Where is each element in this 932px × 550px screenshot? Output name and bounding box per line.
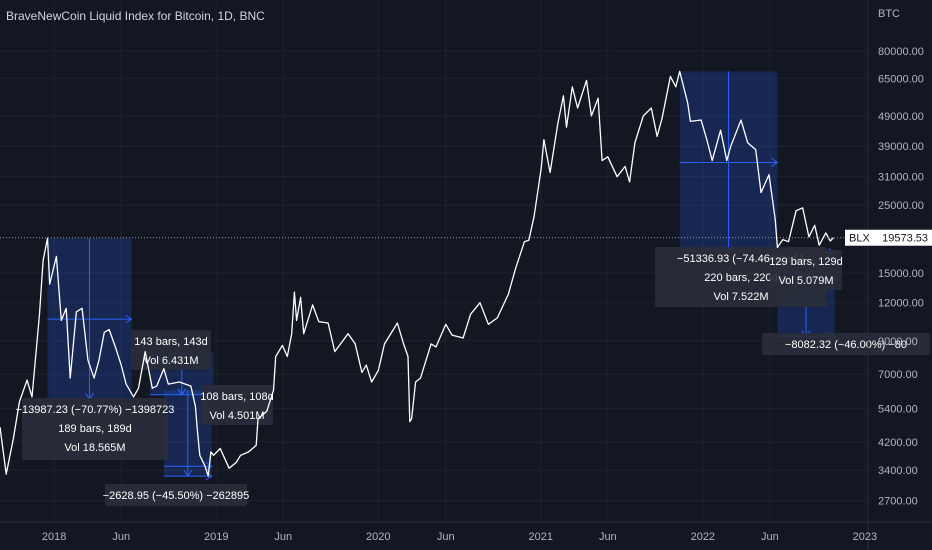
x-tick-label: Jun [437,531,455,543]
measure-right-arrow [205,461,213,471]
measure-label-text: −8082.32 (−46.00%) −80 [785,339,907,351]
measure-label-text: −2628.95 (−45.50%) −262895 [103,490,250,502]
measure-label-text: Vol 4.501M [209,410,264,422]
y-tick-label: 49000.00 [878,111,924,123]
x-tick-label: 2018 [42,531,66,543]
y-tick-label: 25000.00 [878,200,924,212]
measure-label-box [131,330,211,370]
y-tick-label: 5400.00 [878,404,918,416]
x-tick-label: 2019 [204,531,228,543]
chart-title: BraveNewCoin Liquid Index for Bitcoin, 1… [6,9,265,23]
measure-right-arrow [125,314,133,324]
measure-label-box [762,333,930,355]
y-tick-label: 12000.00 [878,298,924,310]
x-tick-label: Jun [274,531,292,543]
measure-label-box [201,385,273,425]
measure-label-text: 108 bars, 108d [200,391,273,403]
measure-label-box [770,250,842,290]
y-tick-label: 80000.00 [878,46,924,58]
measure-label-text: −13987.23 (−70.77%) −1398723 [16,404,175,416]
measure-label-box [22,398,168,460]
measure-label-text: 189 bars, 189d [58,423,131,435]
x-tick-label: Jun [761,531,779,543]
measure-label-text: Vol 18.565M [64,442,125,454]
y-tick-label: 9000.00 [878,336,918,348]
current-price-symbol: BLX [849,233,870,245]
measure-label-text: 143 bars, 143d [134,336,207,348]
y-tick-label: 65000.00 [878,73,924,85]
current-price-value: 19573.53 [882,233,928,245]
measure-right-arrow [771,158,779,167]
y-tick-label: 3400.00 [878,465,918,477]
measure-tools[interactable]: −13987.23 (−70.77%) −1398723 189 bars, 18… [16,71,930,506]
measure-label-text: Vol 7.522M [713,291,768,303]
y-tick-label: 31000.00 [878,172,924,184]
x-tick-label: Jun [112,531,130,543]
price-series [0,70,834,477]
x-tick-label: 2021 [529,531,553,543]
x-tick-label: 2022 [691,531,715,543]
x-tick-label: Jun [599,531,617,543]
measure-label-text: Vol 5.079M [778,275,833,287]
price-line [0,70,834,477]
x-tick-label: 2020 [366,531,390,543]
measure-label-text: 220 bars, 220d [704,272,777,284]
x-tick-label: 2023 [853,531,877,543]
measure-label-text: Vol 6.431M [143,355,198,367]
measure-label-box [105,484,247,506]
current-price-tag[interactable] [845,229,932,246]
y-tick-label: 15000.00 [878,268,924,280]
y-tick-label: 7000.00 [878,369,918,381]
y-axis-unit: BTC [878,8,900,20]
y-tick-label: 39000.00 [878,141,924,153]
y-tick-label: 4200.00 [878,437,918,449]
y-tick-label: 2700.00 [878,496,918,508]
measure-label-text: 129 bars, 129d [769,256,842,268]
